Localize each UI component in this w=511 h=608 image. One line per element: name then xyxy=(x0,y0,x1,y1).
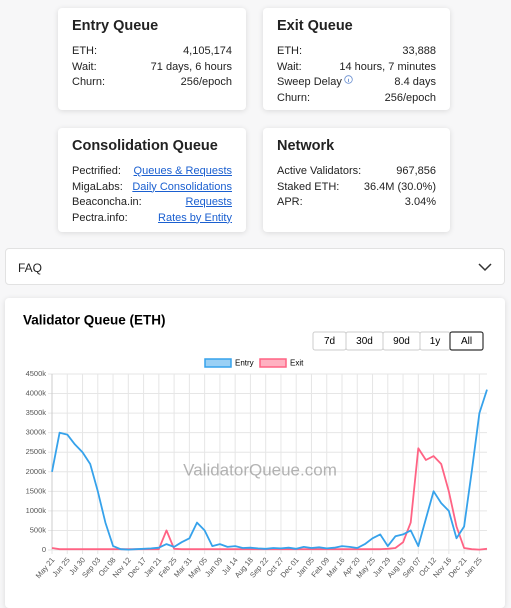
stat-row: Wait: 71 days, 6 hours xyxy=(72,60,232,76)
stat-row: Wait: 14 hours, 7 minutes xyxy=(277,60,436,76)
range-button-label: 7d xyxy=(324,336,335,347)
y-tick-label: 2000k xyxy=(26,467,47,476)
stat-value: 3.04% xyxy=(404,196,436,208)
stat-value: 4,105,174 xyxy=(183,45,232,57)
y-tick-label: 1500k xyxy=(26,486,47,495)
legend-swatch xyxy=(259,358,287,368)
range-button-label: 1y xyxy=(430,336,441,347)
range-button[interactable] xyxy=(449,331,484,351)
card-title: Entry Queue xyxy=(72,18,159,34)
stat-card: Network Active Validators: 967,856 Staked E… xyxy=(263,128,450,232)
range-button-label: 30d xyxy=(356,336,373,347)
stat-card: Entry Queue ETH: 4,105,174 Wait: 71 days, 6 … xyxy=(58,8,246,110)
y-tick-label: 3500k xyxy=(26,408,47,417)
chart-title: Validator Queue (ETH) xyxy=(23,313,166,328)
faq-toggle[interactable]: FAQ xyxy=(5,248,505,285)
chart: Validator Queue (ETH) 7d 30d 90d 1y All Entry… xyxy=(23,313,488,581)
legend-label: Exit xyxy=(290,359,304,368)
stat-value: 36.4M (30.0%) xyxy=(363,180,436,193)
stat-row: Beaconcha.in: Requests xyxy=(72,195,232,211)
stat-label: Pectra.info: xyxy=(72,211,128,224)
stat-label: Beaconcha.in: xyxy=(72,196,142,208)
stat-label: ETH: xyxy=(277,45,303,57)
legend-swatch xyxy=(204,358,232,368)
stat-label: Churn: xyxy=(72,76,106,88)
stat-row: ETH: 4,105,174 xyxy=(72,44,232,60)
stat-value: 256/epoch xyxy=(384,91,436,104)
series-line xyxy=(51,389,488,551)
legend-label: Entry xyxy=(235,359,254,368)
stat-row: Active Validators: 967,856 xyxy=(277,164,436,180)
faq-label: FAQ xyxy=(18,261,43,275)
stat-value: 33,888 xyxy=(402,45,436,57)
y-tick-label: 1000k xyxy=(26,506,47,515)
stat-card: Exit Queue ETH: 33,888 Wait: 14 hours, 7 min… xyxy=(263,8,450,110)
stat-label: Sweep Delay xyxy=(277,75,353,91)
y-tick-label: 4000k xyxy=(26,389,47,398)
card-title: Exit Queue xyxy=(277,18,353,34)
stat-row: Churn: 256/epoch xyxy=(277,91,436,107)
stat-label: Wait: xyxy=(72,60,97,73)
stat-row: Pectrified: Queues & Requests xyxy=(72,164,232,180)
stat-label: MigaLabs: xyxy=(72,180,123,193)
y-tick-label: 2500k xyxy=(26,447,47,456)
stat-row: Staked ETH: 36.4M (30.0%) xyxy=(277,180,436,196)
link[interactable]: Requests xyxy=(185,196,232,208)
stat-label: Staked ETH: xyxy=(277,180,340,193)
card-title: Network xyxy=(277,138,335,154)
stat-value: 8.4 days xyxy=(394,76,436,88)
watermark: ValidatorQueue.com xyxy=(183,460,337,479)
stat-label: APR: xyxy=(277,196,303,208)
link[interactable]: Queues & Requests xyxy=(133,165,232,177)
y-tick-label: 3000k xyxy=(26,428,47,437)
range-button-label: 90d xyxy=(393,336,410,347)
y-tick-label: 500k xyxy=(30,525,47,534)
stat-row: Sweep Delay 8.4 days xyxy=(277,75,436,91)
x-tick-label: May 21 xyxy=(34,556,57,581)
link[interactable]: Rates by Entity xyxy=(158,211,232,224)
stat-row: MigaLabs: Daily Consolidations xyxy=(72,180,232,196)
stat-row: ETH: 33,888 xyxy=(277,44,436,60)
stat-label: Pectrified: xyxy=(72,165,121,177)
range-button-label: All xyxy=(461,336,472,347)
stat-value: 14 hours, 7 minutes xyxy=(339,60,436,73)
stat-label: Wait: xyxy=(277,60,302,73)
chevron xyxy=(478,263,492,272)
link[interactable]: Daily Consolidations xyxy=(132,180,232,193)
card-title: Consolidation Queue xyxy=(72,138,218,154)
stat-row: APR: 3.04% xyxy=(277,195,436,211)
y-tick-label: 0 xyxy=(42,545,46,554)
stat-label: ETH: xyxy=(72,45,98,57)
stat-value: 967,856 xyxy=(396,165,436,177)
stat-card: Consolidation Queue Pectrified: Queues & R… xyxy=(58,128,246,232)
info-icon xyxy=(344,75,353,84)
chart-card: Validator Queue (ETH) 7d 30d 90d 1y All Entry… xyxy=(5,298,505,608)
stat-row: Churn: 256/epoch xyxy=(72,75,232,91)
stat-label: Churn: xyxy=(277,91,311,104)
stat-label: Active Validators: xyxy=(277,165,362,177)
stat-value: 71 days, 6 hours xyxy=(150,60,232,73)
stat-value: 256/epoch xyxy=(180,76,232,88)
info-circle xyxy=(344,75,353,84)
y-tick-label: 4500k xyxy=(26,369,47,378)
stat-row: Pectra.info: Rates by Entity xyxy=(72,211,232,227)
